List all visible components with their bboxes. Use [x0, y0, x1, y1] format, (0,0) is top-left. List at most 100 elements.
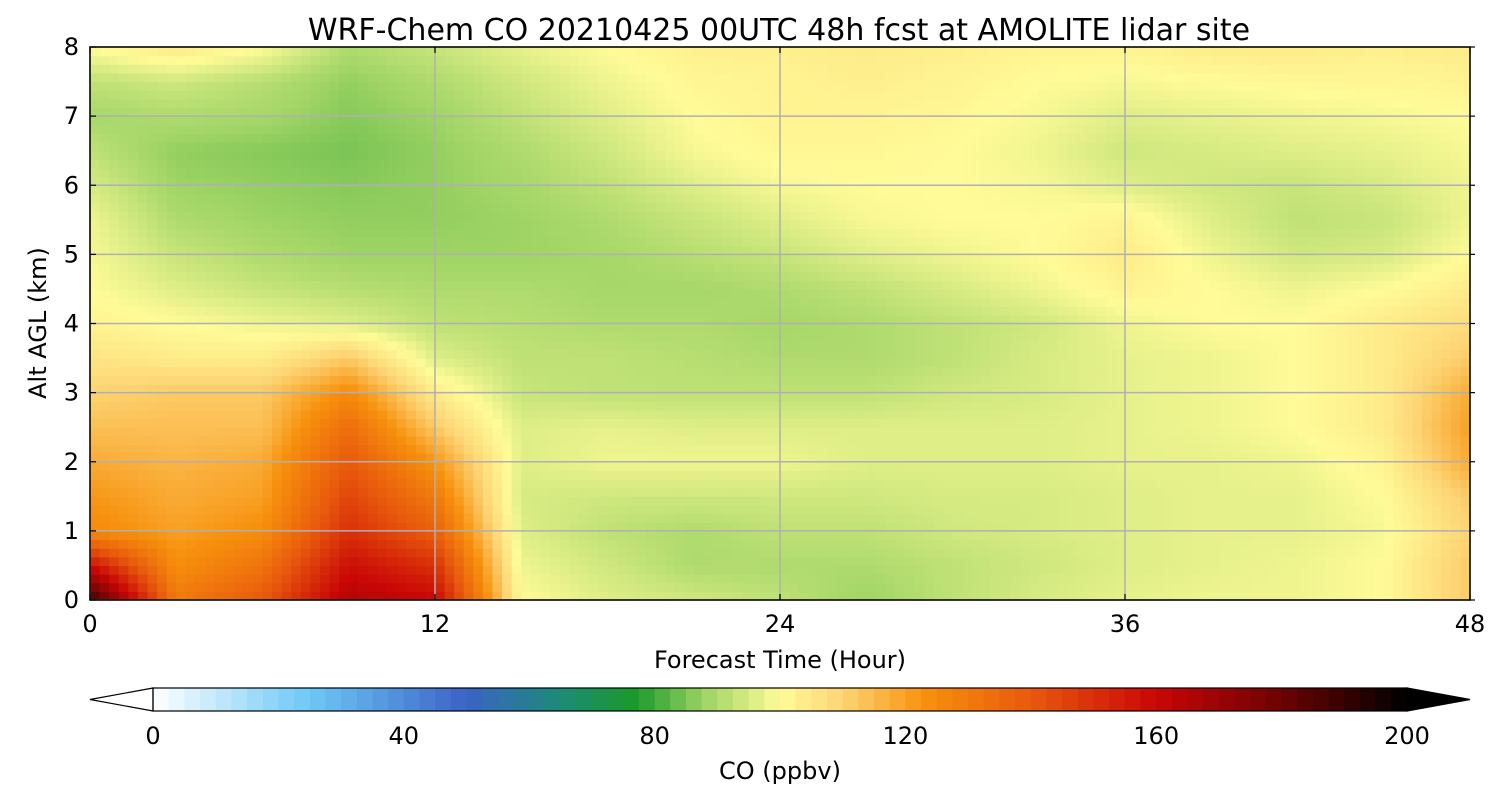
heatmap-cell [732, 461, 743, 471]
heatmap-cell [1029, 496, 1040, 506]
heatmap-cell [377, 340, 388, 351]
heatmap-cell [1393, 366, 1404, 376]
heatmap-cell [320, 358, 331, 368]
heatmap-cell [1000, 358, 1011, 368]
heatmap-cell [1038, 574, 1049, 584]
heatmap-cell [540, 358, 551, 368]
heatmap-cell [722, 392, 733, 402]
heatmap-cell [1163, 582, 1174, 592]
heatmap-cell [693, 461, 704, 471]
heatmap-cell [1345, 427, 1356, 437]
heatmap-cell [1182, 323, 1193, 333]
heatmap-cell [511, 530, 522, 541]
heatmap-cell [406, 392, 417, 402]
heatmap-cell [626, 461, 637, 471]
heatmap-cell [990, 427, 1002, 437]
heatmap-cell [1029, 418, 1040, 428]
heatmap-cell [1105, 530, 1117, 541]
heatmap-cell [1144, 556, 1155, 567]
heatmap-cell [415, 565, 427, 575]
heatmap-cell [511, 427, 522, 437]
heatmap-cell [780, 530, 791, 541]
heatmap-cell [1115, 461, 1126, 471]
heatmap-cell [1268, 366, 1279, 376]
heatmap-cell [827, 496, 839, 506]
heatmap-cell [530, 479, 542, 489]
heatmap-cell [550, 358, 561, 368]
heatmap-cell [722, 453, 733, 463]
heatmap-cell [1211, 358, 1222, 368]
heatmap-cell [358, 565, 369, 575]
heatmap-cell [1144, 340, 1155, 351]
heatmap-cell [904, 340, 915, 351]
heatmap-cell [1326, 427, 1337, 437]
heatmap-cell [1086, 401, 1097, 411]
heatmap-cell [99, 556, 110, 567]
heatmap-cell [329, 565, 340, 575]
heatmap-cell [617, 323, 628, 333]
heatmap-cell [1172, 383, 1184, 394]
heatmap-cell [837, 427, 848, 437]
heatmap-cell [521, 349, 532, 359]
heatmap-cell [1211, 574, 1222, 584]
heatmap-cell [176, 565, 187, 575]
heatmap-cell [818, 522, 829, 532]
heatmap-cell [789, 401, 800, 411]
heatmap-cell [444, 358, 455, 368]
heatmap-cell [425, 591, 436, 600]
heatmap-cell [1422, 444, 1433, 454]
heatmap-cell [722, 444, 733, 454]
heatmap-cell [1374, 539, 1385, 549]
heatmap-cell [799, 591, 810, 600]
heatmap-cell [1057, 444, 1069, 454]
heatmap-cell [205, 375, 216, 385]
heatmap-cell [559, 306, 570, 316]
heatmap-cell [1172, 366, 1184, 376]
heatmap-cell [808, 574, 819, 584]
heatmap-cell [617, 427, 628, 437]
heatmap-cell [492, 453, 503, 463]
heatmap-cell [693, 522, 704, 532]
heatmap-cell [722, 565, 733, 575]
heatmap-cell [866, 401, 877, 411]
heatmap-cell [329, 496, 340, 506]
heatmap-cell [1383, 314, 1394, 325]
heatmap-cell [511, 513, 522, 523]
heatmap-cell [1249, 487, 1260, 497]
heatmap-cell [818, 470, 829, 480]
heatmap-cell [1201, 513, 1212, 523]
heatmap-cell [550, 470, 561, 480]
heatmap-cell [300, 375, 312, 385]
heatmap-cell [492, 375, 503, 385]
heatmap-cell [693, 504, 704, 515]
heatmap-cell [348, 591, 359, 600]
heatmap-cell [521, 366, 532, 376]
heatmap-cell [1153, 522, 1164, 532]
heatmap-cell [224, 453, 235, 463]
heatmap-cell [942, 306, 954, 316]
heatmap-cell [435, 574, 446, 584]
heatmap-cell [1038, 383, 1049, 394]
heatmap-cell [1374, 470, 1385, 480]
heatmap-cell [1431, 366, 1442, 376]
heatmap-cell [502, 461, 513, 471]
heatmap-cell [377, 375, 388, 385]
heatmap-cell [885, 418, 896, 428]
heatmap-cell [1019, 306, 1030, 316]
heatmap-cell [760, 504, 772, 515]
heatmap-cell [693, 306, 704, 316]
heatmap-cell [166, 530, 177, 541]
heatmap-cell [923, 504, 934, 515]
heatmap-cell [272, 496, 283, 506]
heatmap-cell [99, 427, 110, 437]
heatmap-cell [990, 392, 1002, 402]
heatmap-cell [1450, 358, 1462, 368]
heatmap-cell [262, 470, 273, 480]
heatmap-cell [1220, 539, 1232, 549]
heatmap-cell [847, 496, 858, 506]
heatmap-cell [674, 323, 685, 333]
heatmap-cell [1057, 392, 1069, 402]
heatmap-cell [1259, 539, 1270, 549]
heatmap-cell [387, 591, 398, 600]
heatmap-cell [674, 487, 685, 497]
